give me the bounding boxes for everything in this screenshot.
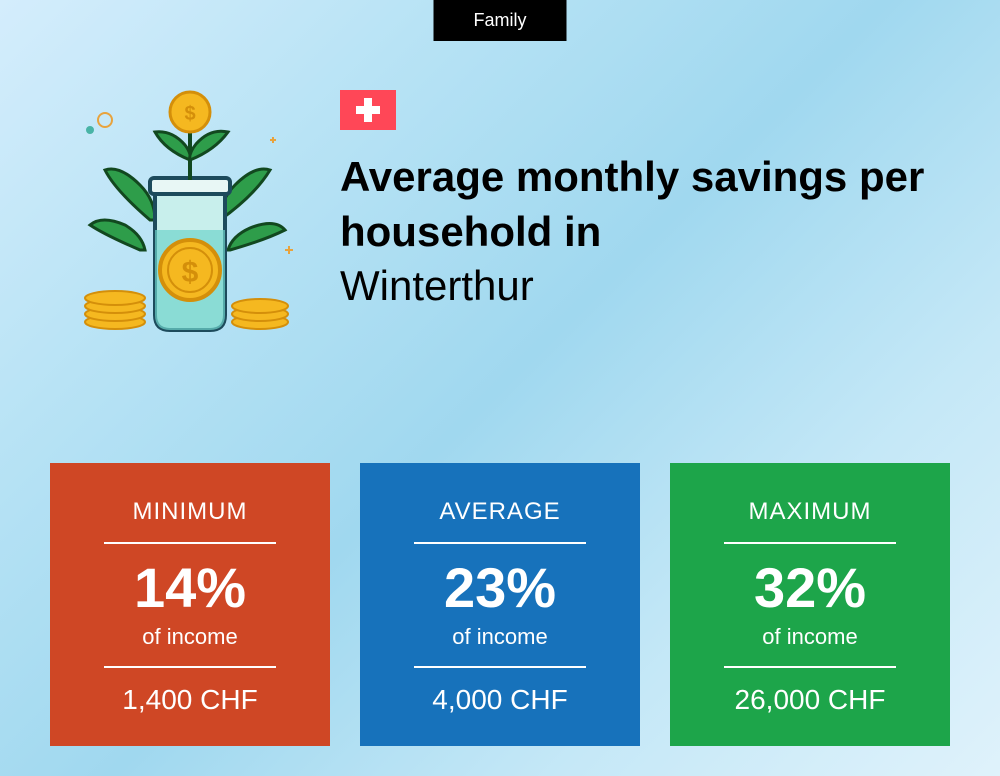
- divider: [724, 542, 897, 544]
- svg-text:$: $: [184, 103, 195, 125]
- divider: [414, 542, 587, 544]
- divider: [414, 666, 587, 668]
- coin-stack-left: [85, 291, 145, 329]
- card-minimum: MINIMUM 14% of income 1,400 CHF: [50, 463, 330, 746]
- card-sub: of income: [695, 624, 925, 650]
- card-label: MAXIMUM: [695, 498, 925, 526]
- coin-stack-right: [232, 299, 288, 329]
- card-percent: 32%: [695, 560, 925, 616]
- card-percent: 23%: [385, 560, 615, 616]
- svg-text:$: $: [182, 256, 199, 289]
- plant-top: $: [155, 92, 228, 180]
- stat-cards: MINIMUM 14% of income 1,400 CHF AVERAGE …: [50, 463, 950, 746]
- card-label: AVERAGE: [385, 498, 615, 526]
- card-sub: of income: [385, 624, 615, 650]
- card-label: MINIMUM: [75, 498, 305, 526]
- swiss-flag-icon: [340, 90, 396, 130]
- title-block: Average monthly savings per household in…: [340, 70, 940, 314]
- header-section: $ $ Average monthly savings per househol…: [60, 70, 940, 340]
- divider: [724, 666, 897, 668]
- card-amount: 26,000 CHF: [695, 684, 925, 716]
- category-badge: Family: [434, 0, 567, 41]
- title-city-text: Winterthur: [340, 259, 940, 314]
- card-maximum: MAXIMUM 32% of income 26,000 CHF: [670, 463, 950, 746]
- card-amount: 1,400 CHF: [75, 684, 305, 716]
- card-sub: of income: [75, 624, 305, 650]
- jar: $: [150, 178, 230, 330]
- title-bold-text: Average monthly savings per household in: [340, 153, 924, 255]
- card-percent: 14%: [75, 560, 305, 616]
- card-amount: 4,000 CHF: [385, 684, 615, 716]
- savings-illustration: $ $: [60, 70, 310, 340]
- page-title: Average monthly savings per household in…: [340, 150, 940, 314]
- card-average: AVERAGE 23% of income 4,000 CHF: [360, 463, 640, 746]
- divider: [104, 666, 277, 668]
- divider: [104, 542, 277, 544]
